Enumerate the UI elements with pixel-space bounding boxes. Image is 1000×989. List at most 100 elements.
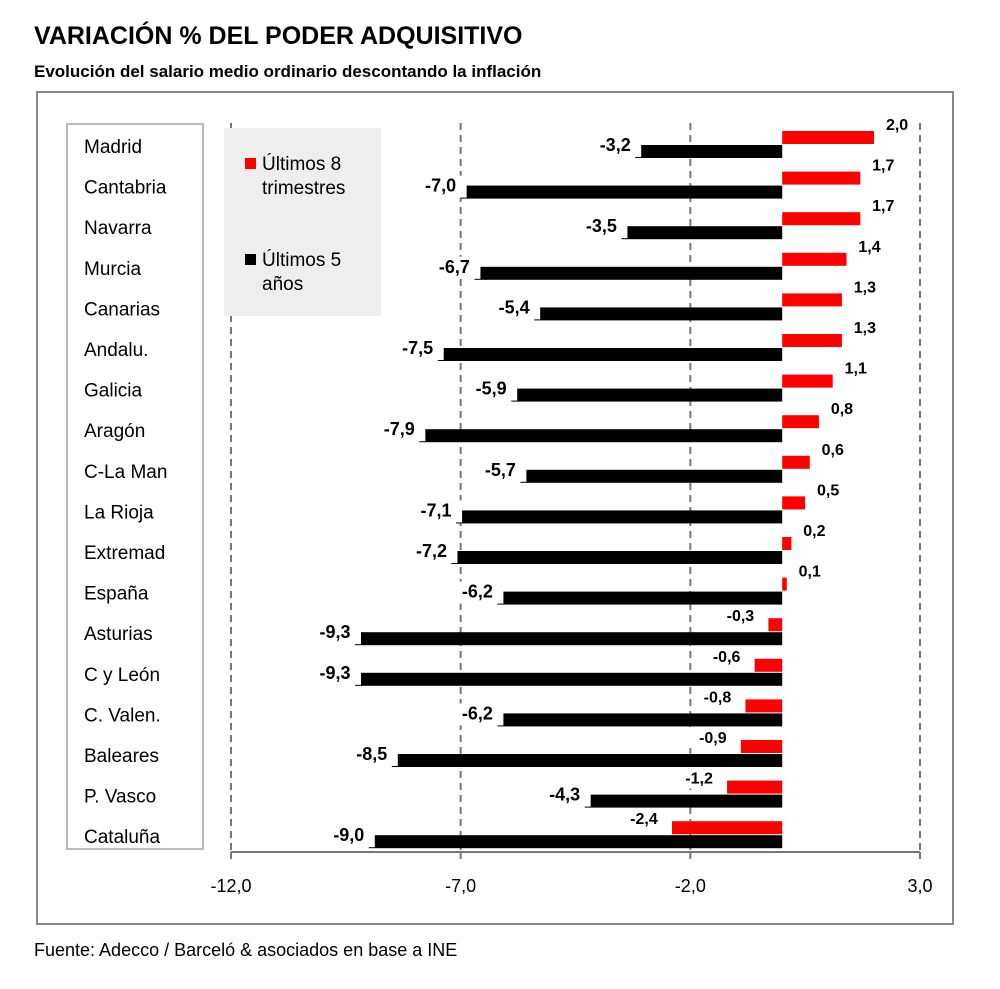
bar-8t-label-3: 1,4: [858, 239, 880, 256]
x-tick-label-3: 3,0: [907, 876, 932, 896]
bar-8t-7: [782, 415, 819, 429]
bar-5a-label-bg-12: [309, 622, 362, 645]
bar-5a-5: [437, 348, 783, 361]
bar-8t-label-bg-14: [692, 686, 743, 708]
bar-8t-0: [782, 131, 875, 144]
bar-5a-label-bg-1: [414, 175, 467, 198]
bar-8t-15: [740, 740, 783, 753]
bar-8t-label-10: 0,2: [803, 523, 825, 540]
bar-8t-8: [782, 455, 810, 469]
bar-8t-9: [782, 496, 806, 510]
legend-label-1-line1: Últimos 5: [262, 249, 341, 271]
bar-5a-12: [355, 632, 783, 646]
legend-swatch-0: [245, 158, 256, 169]
bar-8t-5: [782, 334, 842, 347]
bar-8t-label-14: -0,8: [704, 689, 732, 706]
bar-8t-label-13: -0,6: [713, 649, 741, 666]
category-label-14: C. Valen.: [84, 705, 161, 726]
bar-5a-label-2: -3,5: [586, 216, 617, 236]
bar-8t-label-bg-12: [715, 605, 766, 627]
bar-8t-label-8: 0,6: [822, 442, 844, 459]
bar-8t-6: [782, 374, 833, 388]
bar-8t-label-4: 1,3: [854, 279, 876, 296]
bar-8t-4: [782, 293, 842, 307]
bar-8t-label-6: 1,1: [845, 361, 867, 378]
legend-label-1-line2: años: [262, 274, 303, 295]
bar-5a-label-5: -7,5: [402, 338, 433, 358]
chart-title: VARIACIÓN % DEL PODER ADQUISITIVO: [34, 22, 523, 50]
bar-8t-17: [671, 821, 783, 835]
category-label-13: C y León: [84, 665, 160, 686]
bar-5a-label-1: -7,0: [425, 176, 456, 196]
category-list-box: [66, 123, 204, 850]
source-note: Fuente: Adecco / Barceló & asociados en …: [34, 940, 458, 960]
x-tick-label-0: -12,0: [210, 876, 251, 896]
bar-5a-6: [511, 388, 783, 402]
bar-5a-label-12: -9,3: [320, 622, 351, 642]
bar-5a-14: [497, 713, 783, 727]
plot-frame: [36, 91, 954, 925]
category-label-12: Asturias: [84, 624, 153, 645]
bar-5a-label-bg-14: [451, 703, 504, 726]
bar-5a-label-bg-4: [488, 297, 541, 320]
bar-5a-2: [621, 226, 783, 240]
bar-8t-label-12: -0,3: [727, 608, 755, 625]
category-label-11: España: [84, 584, 149, 605]
bar-8t-2: [782, 212, 861, 226]
bar-5a-label-bg-0: [589, 135, 642, 157]
bar-5a-label-17: -9,0: [333, 825, 364, 845]
category-label-1: Cantabria: [84, 178, 167, 199]
bar-5a-label-bg-8: [474, 459, 527, 482]
bar-8t-label-2: 1,7: [872, 198, 894, 215]
category-label-10: Extremad: [84, 543, 165, 564]
bar-8t-12: [768, 618, 783, 632]
bar-5a-label-bg-7: [373, 419, 426, 442]
bar-5a-4: [534, 307, 783, 321]
bar-8t-label-bg-13: [701, 645, 752, 667]
bar-5a-1: [460, 185, 783, 199]
bar-5a-label-bg-13: [309, 662, 362, 685]
category-label-2: Navarra: [84, 218, 152, 239]
bar-8t-label-1: 1,7: [872, 158, 894, 175]
category-label-5: Andalu.: [84, 340, 148, 361]
legend-swatch-1: [245, 254, 256, 265]
bar-8t-label-5: 1,3: [854, 320, 876, 337]
x-tick-label-2: -2,0: [675, 876, 706, 896]
bar-5a-label-13: -9,3: [320, 663, 351, 683]
bar-5a-label-11: -6,2: [462, 582, 493, 602]
bar-5a-16: [584, 794, 783, 808]
bar-5a-3: [474, 266, 783, 280]
bar-5a-label-bg-5: [391, 338, 444, 360]
bar-5a-label-bg-11: [451, 581, 504, 604]
bar-5a-9: [456, 510, 783, 524]
bar-5a-label-9: -7,1: [421, 500, 452, 520]
category-label-9: La Rioja: [84, 502, 154, 523]
bar-5a-label-4: -5,4: [499, 297, 530, 317]
chart-subtitle: Evolución del salario medio ordinario de…: [34, 62, 542, 81]
category-label-7: Aragón: [84, 421, 145, 442]
bar-5a-17: [368, 835, 783, 849]
x-tick-label-1: -7,0: [445, 876, 476, 896]
category-label-15: Baleares: [84, 746, 159, 767]
bar-5a-15: [391, 754, 783, 767]
bar-8t-11: [782, 577, 787, 591]
bar-8t-label-11: 0,1: [799, 564, 821, 581]
bar-5a-label-10: -7,2: [416, 541, 447, 561]
bar-5a-0: [635, 145, 783, 158]
bar-8t-16: [727, 780, 783, 794]
category-label-6: Galicia: [84, 381, 143, 402]
bar-5a-label-8: -5,7: [485, 460, 516, 480]
legend-label-0-line1: Últimos 8: [262, 153, 341, 175]
bar-8t-label-15: -0,9: [699, 730, 727, 747]
bar-5a-label-bg-10: [405, 541, 458, 563]
bar-8t-label-bg-16: [674, 767, 725, 789]
bar-5a-11: [497, 591, 783, 605]
bar-5a-label-bg-15: [345, 744, 398, 766]
bar-5a-8: [520, 469, 783, 483]
bar-5a-label-0: -3,2: [600, 135, 631, 155]
bar-8t-3: [782, 252, 847, 266]
bar-8t-label-17: -2,4: [630, 811, 658, 828]
category-label-16: P. Vasco: [84, 787, 156, 808]
bar-5a-label-bg-6: [465, 378, 518, 401]
